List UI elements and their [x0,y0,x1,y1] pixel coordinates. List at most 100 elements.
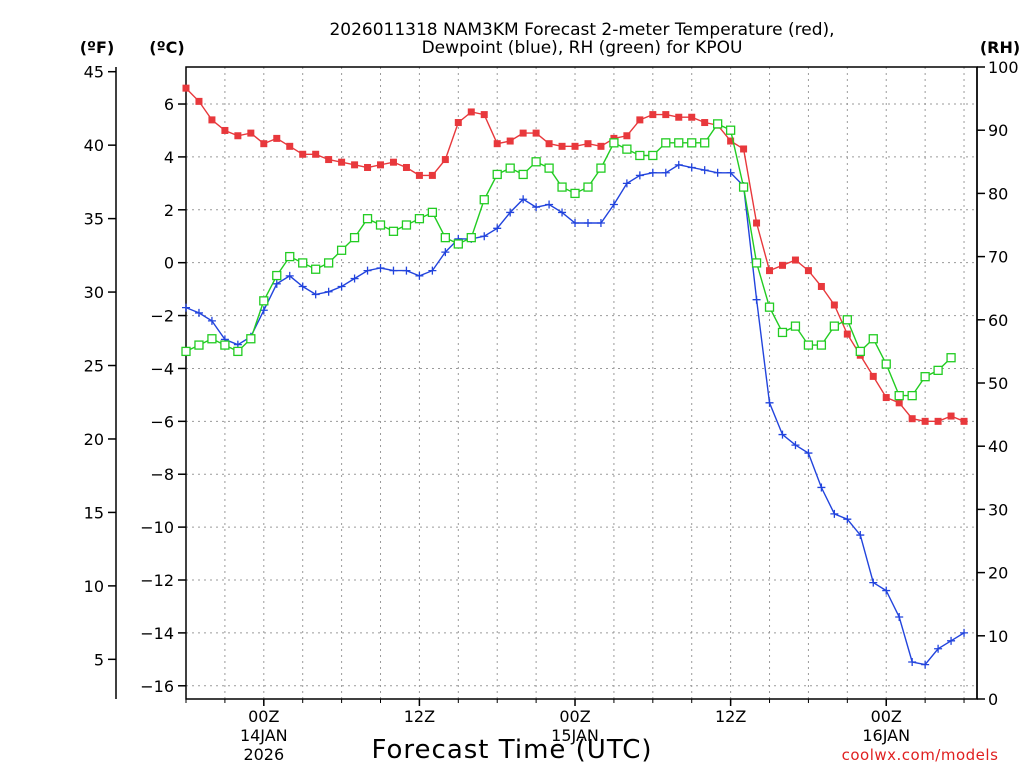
rh-tick-label: 30 [988,500,1008,519]
temperature-point [843,330,851,338]
dewpoint-point [947,636,956,645]
rh-point [479,195,489,205]
dewpoint-point [441,248,450,257]
x-tick-label: 12Z [404,707,435,726]
series-dewpoint [182,160,969,669]
temperature-point [584,140,592,148]
rh-point [362,214,373,224]
dewpoint-point [843,515,852,524]
dewpoint-point [765,398,774,407]
celsius-tick-label: −8 [150,465,174,484]
celsius-tick-label: 2 [164,201,174,220]
temperature-point [428,171,436,179]
dewpoint-point [908,657,917,666]
rh-tick-label: 90 [988,121,1008,140]
temperature-point [662,111,670,119]
dewpoint-point [700,166,709,175]
dewpoint-point [402,266,411,275]
temperature-point [869,372,877,380]
celsius-tick-label: −6 [150,412,174,431]
temperature-point [960,417,968,425]
temperature-point [688,113,696,121]
temperature-point [234,132,242,140]
rh-tick-label: 20 [988,564,1008,583]
plot-frame [185,66,978,700]
rh-point [751,258,762,268]
temperature-point [740,145,748,153]
dewpoint-point [519,195,528,204]
rh-point [349,232,360,243]
rh-point [518,169,528,180]
dewpoint-point [389,266,398,275]
series-rh [181,119,956,401]
rh-point [920,372,930,382]
rh-point [855,346,865,357]
rh-point [661,138,671,148]
grid-layer [186,67,977,699]
x-tick-label: 00Z [559,707,590,726]
dewpoint-point [363,266,372,275]
temperature-point [454,119,462,127]
celsius-unit-label: (ºC) [149,38,184,57]
rh-point [336,245,347,255]
temperature-point [441,156,449,164]
celsius-tick-label: 6 [164,95,174,114]
x-tick-date: 16JAN [862,726,910,745]
rh-point [207,334,217,344]
temperature-point [480,111,488,119]
dewpoint-point [934,644,943,653]
chart-title-line2: Dewpoint (blue), RH (green) for KPOU [422,38,743,58]
fahrenheit-tick-label: 25 [84,357,104,376]
dewpoint-point [285,271,294,280]
temperature-point [817,282,825,290]
temperature-point [545,140,553,148]
axes-layer: −16 −14 −12 −10 −8 −6 −4 −2 0 2 4 6 5 10 15 20 25 30 35 40 4… [84,58,1019,764]
celsius-tick-label: 0 [164,254,174,273]
temperature-point [493,140,501,148]
dewpoint-point [596,219,605,228]
temperature-point [947,412,955,420]
rh-point [544,163,554,173]
rh-point [220,340,230,350]
celsius-tick-label: −12 [140,571,174,590]
rh-point [713,119,723,129]
rh-point [816,340,827,350]
x-tick-label: 00Z [871,707,902,726]
rh-point [777,327,788,338]
rh-point [570,188,580,199]
temperature-point [921,417,929,425]
rh-point [181,346,191,357]
temperature-point [377,161,385,169]
temperature-point [273,134,281,142]
x-tick-label: 00Z [248,707,279,726]
celsius-tick-label: −4 [150,359,174,378]
dewpoint-point [635,171,644,180]
dewpoint-point [622,179,631,188]
rh-point [674,138,684,148]
dewpoint-point [752,295,761,304]
dewpoint-point [182,303,190,312]
dewpoint-point [830,509,839,518]
temperature-point [804,267,812,275]
celsius-tick-label: −14 [140,624,174,643]
temperature-point [467,108,475,116]
dewpoint-point [324,287,333,296]
temperature-point [623,132,631,140]
rh-point [259,296,269,306]
rh-tick-label: 70 [988,248,1008,267]
dewpoint-point [869,578,878,587]
dewpoint-point [571,219,580,228]
temperature-point [286,142,294,150]
series-layer [181,84,969,669]
dewpoint-point [207,316,216,325]
fahrenheit-tick-label: 45 [84,63,104,82]
rh-point [233,346,243,357]
dewpoint-point [648,168,657,177]
temperature-point [636,116,644,124]
rh-point [194,340,204,350]
temperature-point [312,150,320,158]
temperature-point [338,158,346,166]
rh-point [868,334,878,344]
dewpoint-point [545,200,554,209]
